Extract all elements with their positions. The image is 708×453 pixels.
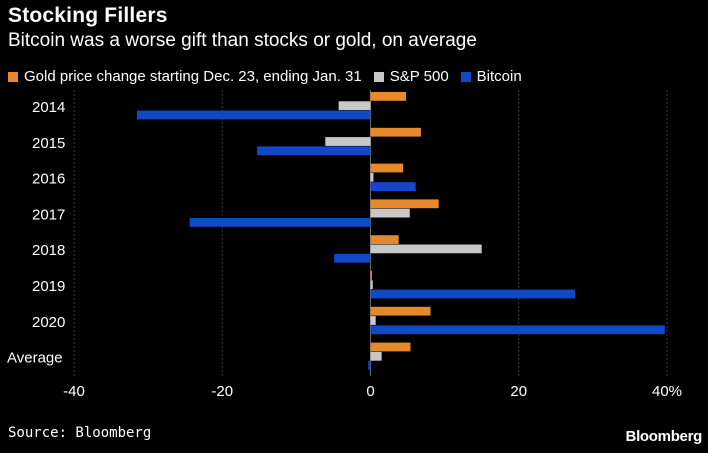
bar [370,306,431,316]
category-label: 2018 [32,242,65,259]
x-tick-label: 0 [366,383,374,400]
source-note: Source: Bloomberg [8,425,152,441]
bar [370,351,382,361]
bar [370,172,374,182]
bar [370,244,482,254]
bar [368,361,371,370]
bar [370,208,410,218]
bar [257,146,371,156]
legend-label-gold: Gold price change starting Dec. 23, endi… [24,68,362,85]
bar [325,137,371,146]
category-label: Average [7,350,63,367]
legend-swatch-gold [8,71,18,82]
x-tick-label: 20 [510,383,527,400]
bar [370,127,421,137]
category-label: 2015 [32,135,65,152]
bar [370,325,665,335]
bar [370,235,399,244]
bar [370,316,376,325]
x-tick-label: 40% [652,383,682,400]
category-label: 2017 [32,206,65,223]
chart-subtitle: Bitcoin was a worse gift than stocks or … [8,30,477,51]
chart-title: Stocking Fillers [8,4,168,27]
bar-chart: -40 -20 0 20 40% 2014 2015 2016 2017 2018 2019 2020… [7,90,682,400]
x-tick-label: -40 [63,383,85,400]
legend-item-sp500: S&P 500 [373,68,449,85]
legend: Gold price change starting Dec. 23, endi… [8,68,528,85]
bar [370,280,373,290]
legend-swatch-sp500 [373,71,384,82]
bar [338,101,371,111]
category-label: 2016 [32,171,65,188]
legend-label-bitcoin: Bitcoin [476,68,522,85]
legend-label-sp500: S&P 500 [389,68,449,85]
legend-swatch-bitcoin [460,71,471,82]
x-tick-label: -20 [211,383,233,400]
bar [334,253,371,263]
bar [370,163,404,173]
legend-item-bitcoin: Bitcoin [460,68,522,85]
bar [370,92,407,101]
legend-item-gold: Gold price change starting Dec. 23, endi… [8,68,362,85]
category-label: 2014 [32,99,65,116]
bar [370,271,372,280]
bar [370,182,416,191]
bar [370,342,411,352]
bar [189,218,371,227]
bar [370,289,576,299]
bloomberg-logo: Bloomberg [625,428,703,445]
category-label: 2019 [32,278,65,295]
bar [137,110,371,120]
bar [370,199,439,209]
category-label: 2020 [32,314,65,331]
